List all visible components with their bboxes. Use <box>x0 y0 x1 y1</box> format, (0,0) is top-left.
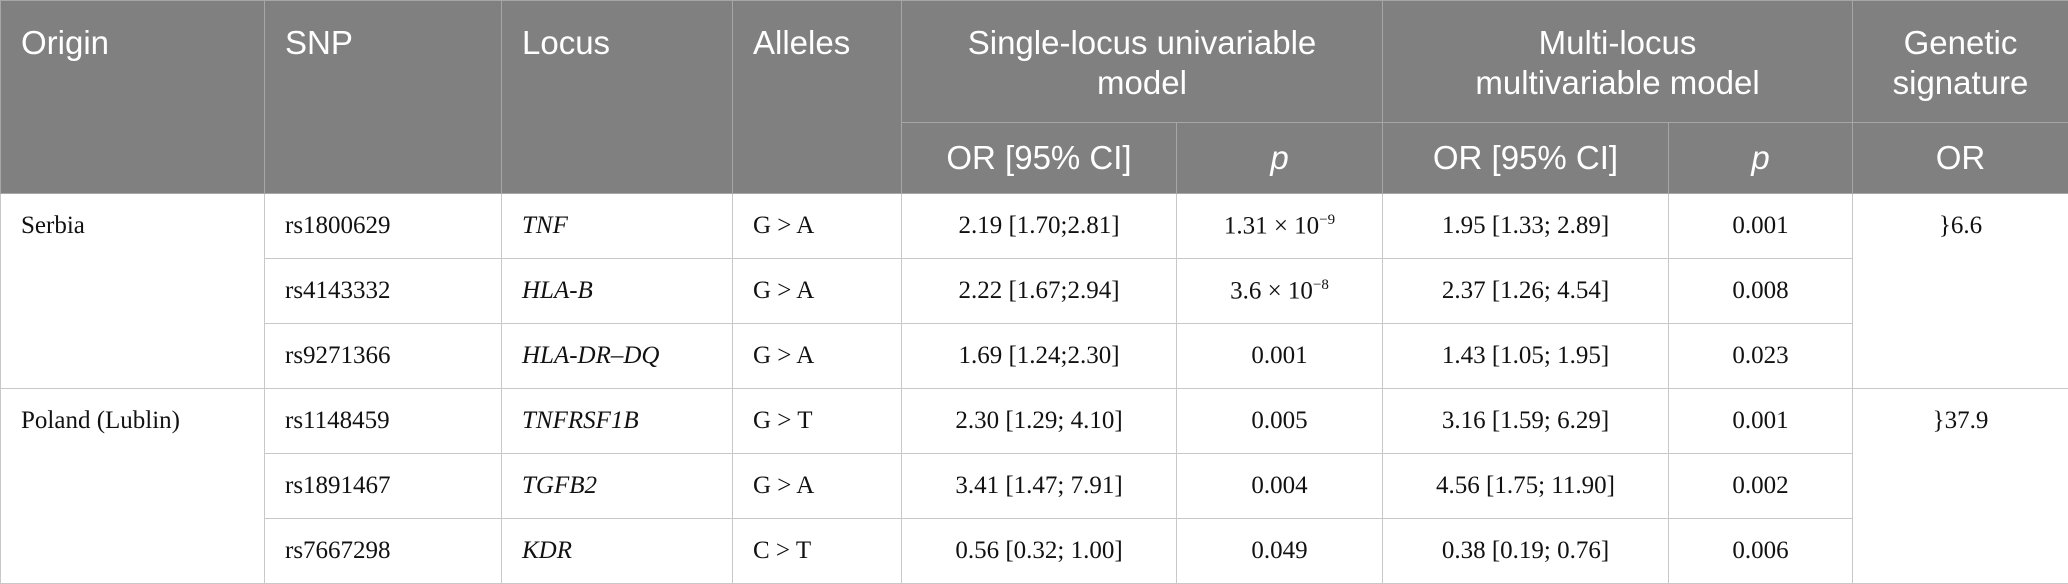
snp-cell: rs4143332 <box>265 259 502 324</box>
or-cell: 4.56 [1.75; 11.90] <box>1383 454 1669 519</box>
locus-cell: TNF <box>502 194 733 259</box>
header-row: Origin SNP Locus Alleles Single-locus un… <box>1 1 2068 123</box>
header-cell: Multi-locus multivariable model <box>1383 1 1853 123</box>
p-value-exponent: −8 <box>1313 277 1329 293</box>
locus-cell: KDR <box>502 519 733 584</box>
snp-cell: rs9271366 <box>265 324 502 389</box>
table-header: Origin SNP Locus Alleles Single-locus un… <box>1 1 2068 194</box>
or-cell: 2.37 [1.26; 4.54] <box>1383 259 1669 324</box>
signature-cell: }37.9 <box>1853 389 2068 584</box>
signature-cell: }6.6 <box>1853 194 2068 389</box>
header-cell: Single-locus univariable model <box>902 1 1383 123</box>
header-cell: Genetic signature <box>1853 1 2068 123</box>
locus-cell: HLA-B <box>502 259 733 324</box>
p-cell: 0.001 <box>1669 389 1853 454</box>
locus-cell: TGFB2 <box>502 454 733 519</box>
p-value-base: 3.6 × 10 <box>1230 277 1313 304</box>
or-cell: 1.69 [1.24;2.30] <box>902 324 1177 389</box>
origin-cell: Serbia <box>1 194 265 389</box>
or-cell: 0.56 [0.32; 1.00] <box>902 519 1177 584</box>
or-cell: 2.19 [1.70;2.81] <box>902 194 1177 259</box>
alleles-cell: C > T <box>733 519 902 584</box>
or-cell: 3.41 [1.47; 7.91] <box>902 454 1177 519</box>
alleles-cell: G > A <box>733 259 902 324</box>
p-value-exponent: −9 <box>1319 212 1335 228</box>
alleles-cell: G > T <box>733 389 902 454</box>
p-cell: 0.004 <box>1177 454 1383 519</box>
snp-cell: rs1148459 <box>265 389 502 454</box>
locus-cell: TNFRSF1B <box>502 389 733 454</box>
p-cell: 0.008 <box>1669 259 1853 324</box>
header-cell: Alleles <box>733 1 902 194</box>
or-cell: 0.38 [0.19; 0.76] <box>1383 519 1669 584</box>
locus-cell: HLA-DR–DQ <box>502 324 733 389</box>
or-cell: 2.30 [1.29; 4.10] <box>902 389 1177 454</box>
header-cell: p <box>1177 123 1383 194</box>
p-cell: 0.005 <box>1177 389 1383 454</box>
header-cell: Locus <box>502 1 733 194</box>
p-cell: 0.023 <box>1669 324 1853 389</box>
alleles-cell: G > A <box>733 194 902 259</box>
snp-cell: rs7667298 <box>265 519 502 584</box>
p-cell: 1.31 × 10−9 <box>1177 194 1383 259</box>
header-cell: SNP <box>265 1 502 194</box>
header-cell: OR [95% CI] <box>902 123 1177 194</box>
snp-cell: rs1891467 <box>265 454 502 519</box>
p-value-base: 1.31 × 10 <box>1224 212 1319 239</box>
p-cell: 0.002 <box>1669 454 1853 519</box>
or-cell: 1.95 [1.33; 2.89] <box>1383 194 1669 259</box>
or-cell: 3.16 [1.59; 6.29] <box>1383 389 1669 454</box>
p-cell: 0.006 <box>1669 519 1853 584</box>
alleles-cell: G > A <box>733 324 902 389</box>
p-cell: 3.6 × 10−8 <box>1177 259 1383 324</box>
header-cell: OR <box>1853 123 2068 194</box>
header-cell: Origin <box>1 1 265 194</box>
or-cell: 1.43 [1.05; 1.95] <box>1383 324 1669 389</box>
p-cell: 0.001 <box>1669 194 1853 259</box>
alleles-cell: G > A <box>733 454 902 519</box>
origin-cell: Poland (Lublin) <box>1 389 265 584</box>
p-cell: 0.001 <box>1177 324 1383 389</box>
header-cell: p <box>1669 123 1853 194</box>
snp-cell: rs1800629 <box>265 194 502 259</box>
or-cell: 2.22 [1.67;2.94] <box>902 259 1177 324</box>
header-cell: OR [95% CI] <box>1383 123 1669 194</box>
p-cell: 0.049 <box>1177 519 1383 584</box>
